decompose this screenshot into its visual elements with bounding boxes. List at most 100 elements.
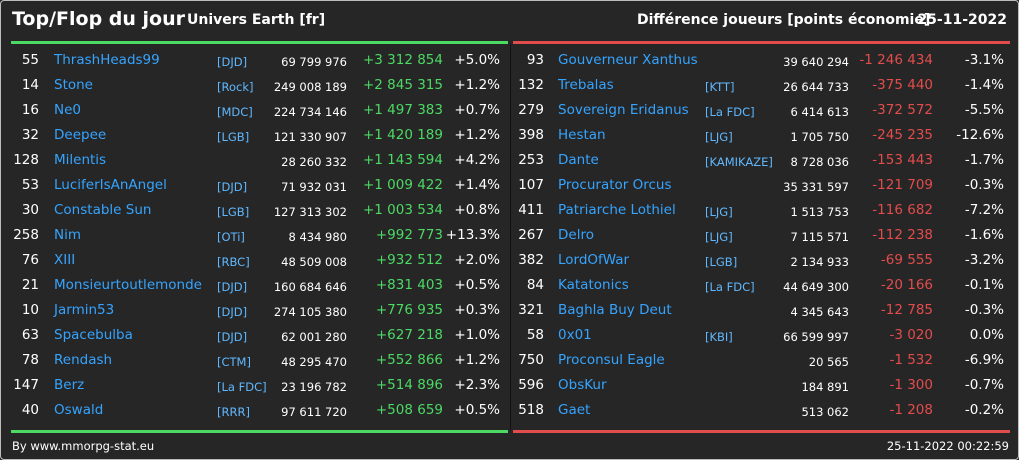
player-name-link[interactable]: Dante: [558, 152, 599, 168]
alliance-tag-link[interactable]: [KTT]: [705, 80, 735, 94]
player-name-link[interactable]: Constable Sun: [54, 202, 152, 218]
alliance-tag-link[interactable]: [MDC]: [217, 105, 253, 119]
header: Top/Flop du jour Univers Earth [fr] Diff…: [1, 1, 1018, 41]
player-rank: 107: [518, 177, 544, 193]
player-name-link[interactable]: ObsKur: [558, 377, 607, 393]
player-name-link[interactable]: Hestan: [558, 127, 606, 143]
player-name-link[interactable]: 0x01: [558, 327, 592, 343]
player-rank: 267: [518, 227, 544, 243]
percent-change: -1.6%: [964, 227, 1004, 243]
player-name-link[interactable]: Ne0: [54, 102, 81, 118]
player-score: 48 295 470: [281, 355, 347, 369]
player-row: 63 Spacebulba [DJD] 62 001 280 +627 218 +1.0%: [1, 323, 510, 348]
player-name-link[interactable]: Katatonics: [558, 277, 629, 293]
player-name-link[interactable]: Spacebulba: [54, 327, 133, 343]
alliance-tag-link[interactable]: [DJD]: [217, 55, 248, 69]
percent-change: +5.0%: [454, 52, 500, 68]
player-name-link[interactable]: Baghla Buy Deut: [558, 302, 672, 318]
score-difference: -112 238: [872, 227, 933, 243]
player-score: 513 062: [801, 405, 849, 419]
top-losers-list: 93 Gouverneur Xanthus 39 640 294 -1 246 434…: [511, 48, 1018, 423]
player-name-link[interactable]: LordOfWar: [558, 252, 630, 268]
player-name-link[interactable]: Procurator Orcus: [558, 177, 672, 193]
alliance-tag-link[interactable]: [DJD]: [217, 180, 248, 194]
player-score: 1 705 750: [790, 130, 849, 144]
alliance-tag-link[interactable]: [LJG]: [705, 230, 733, 244]
player-row: 267 Delro [LJG] 7 115 571 -112 238 -1.6%: [511, 223, 1018, 248]
percent-change: +0.3%: [454, 302, 500, 318]
player-name-link[interactable]: XIII: [54, 252, 76, 268]
player-score: 8 728 036: [790, 155, 849, 169]
percent-change: -0.3%: [964, 302, 1004, 318]
score-difference: +1 497 383: [362, 102, 443, 118]
player-name-link[interactable]: Trebalas: [558, 77, 614, 93]
player-rank: 128: [13, 152, 39, 168]
alliance-tag-link[interactable]: [CTM]: [217, 355, 251, 369]
alliance-tag-link[interactable]: [LGB]: [217, 130, 250, 144]
player-score: 1 513 753: [790, 205, 849, 219]
player-name-link[interactable]: LuciferIsAnAngel: [54, 177, 167, 193]
player-rank: 16: [21, 102, 39, 118]
alliance-tag-link[interactable]: [RRR]: [217, 405, 250, 419]
credit-link[interactable]: By www.mmorpg-stat.eu: [12, 439, 155, 453]
score-difference: +2 845 315: [362, 77, 443, 93]
player-row: 78 Rendash [CTM] 48 295 470 +552 866 +1.2%: [1, 348, 510, 373]
alliance-tag-link[interactable]: [DJD]: [217, 305, 248, 319]
alliance-tag-link[interactable]: [DJD]: [217, 330, 248, 344]
alliance-tag-link[interactable]: [KBI]: [705, 330, 733, 344]
player-rank: 84: [526, 277, 544, 293]
score-difference: -375 440: [872, 77, 933, 93]
player-name-link[interactable]: Deepee: [54, 127, 107, 143]
player-rank: 40: [21, 402, 39, 418]
player-name-link[interactable]: Oswald: [54, 402, 104, 418]
alliance-tag-link[interactable]: [OTi]: [217, 230, 245, 244]
player-name-link[interactable]: Sovereign Eridanus: [558, 102, 689, 118]
percent-change: +1.2%: [454, 127, 500, 143]
alliance-tag-link[interactable]: [LGB]: [217, 205, 250, 219]
top-gainers-list: 55 ThrashHeads99 [DJD] 69 799 976 +3 312 854…: [1, 48, 510, 423]
player-score: 224 734 146: [273, 105, 347, 119]
alliance-tag-link[interactable]: [KAMIKAZE]: [705, 155, 773, 169]
player-score: 66 599 997: [783, 330, 849, 344]
alliance-tag-link[interactable]: [LGB]: [705, 255, 738, 269]
player-name-link[interactable]: Gaet: [558, 402, 591, 418]
alliance-tag-link[interactable]: [Rock]: [217, 80, 254, 94]
player-row: 93 Gouverneur Xanthus 39 640 294 -1 246 434…: [511, 48, 1018, 73]
player-name-link[interactable]: Proconsul Eagle: [558, 352, 665, 368]
score-difference: +992 773: [375, 227, 443, 243]
player-name-link[interactable]: Jarmin53: [54, 302, 115, 318]
alliance-tag-link[interactable]: [DJD]: [217, 280, 248, 294]
score-difference: +552 866: [375, 352, 443, 368]
player-score: 8 434 980: [288, 230, 347, 244]
player-rank: 93: [526, 52, 544, 68]
player-name-link[interactable]: Delro: [558, 227, 594, 243]
player-name-link[interactable]: Berz: [54, 377, 85, 393]
score-difference: +932 512: [375, 252, 443, 268]
player-row: 21 Monsieurtoutlemonde [DJD] 160 684 646 +83…: [1, 273, 510, 298]
score-difference: -153 443: [872, 152, 933, 168]
top-accent-bar-bottom: [11, 430, 508, 433]
player-rank: 30: [21, 202, 39, 218]
generated-timestamp: 25-11-2022 00:22:59: [886, 439, 1009, 453]
player-name-link[interactable]: Nim: [54, 227, 81, 243]
player-rank: 58: [526, 327, 544, 343]
alliance-tag-link[interactable]: [La FDC]: [705, 105, 755, 119]
player-name-link[interactable]: Gouverneur Xanthus: [558, 52, 698, 68]
alliance-tag-link[interactable]: [LJG]: [705, 130, 733, 144]
alliance-tag-link[interactable]: [La FDC]: [705, 280, 755, 294]
player-row: 107 Procurator Orcus 35 331 597 -121 709 -0.…: [511, 173, 1018, 198]
player-name-link[interactable]: Stone: [54, 77, 93, 93]
score-difference: -20 166: [880, 277, 933, 293]
player-row: 596 ObsKur 184 891 -1 300 -0.7%: [511, 373, 1018, 398]
alliance-tag-link[interactable]: [RBC]: [217, 255, 250, 269]
percent-change: +2.0%: [454, 252, 500, 268]
player-name-link[interactable]: Monsieurtoutlemonde: [54, 277, 202, 293]
player-name-link[interactable]: Patriarche Lothiel: [558, 202, 676, 218]
alliance-tag-link[interactable]: [La FDC]: [217, 380, 267, 394]
player-name-link[interactable]: Milentis: [54, 152, 107, 168]
player-name-link[interactable]: ThrashHeads99: [54, 52, 160, 68]
player-row: 253 Dante [KAMIKAZE] 8 728 036 -153 443 -1.7%: [511, 148, 1018, 173]
player-name-link[interactable]: Rendash: [54, 352, 113, 368]
alliance-tag-link[interactable]: [LJG]: [705, 205, 733, 219]
